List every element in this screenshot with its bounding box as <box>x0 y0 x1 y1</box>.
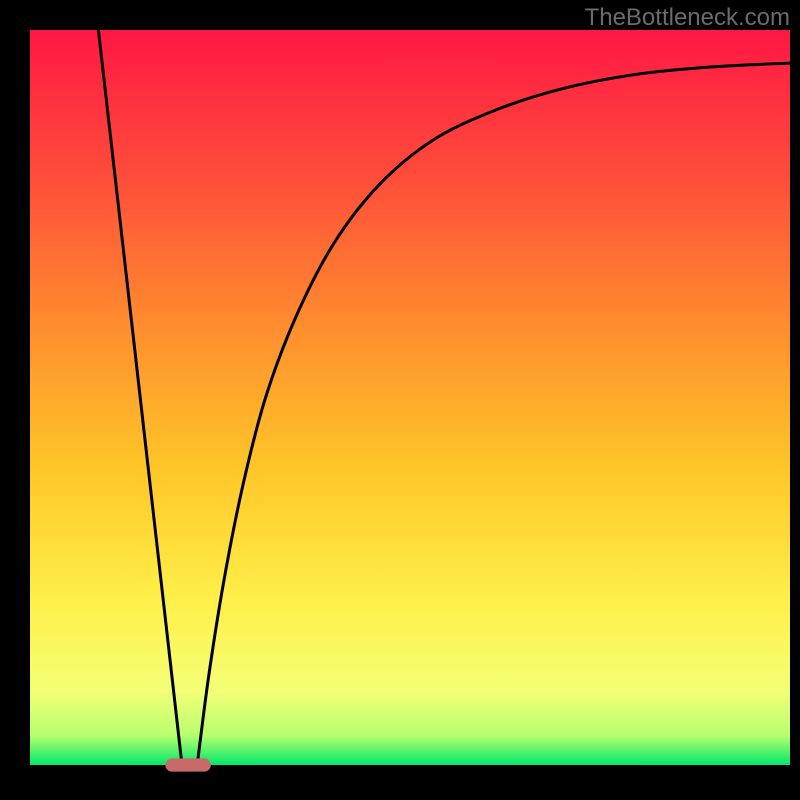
plot-background <box>30 30 790 765</box>
optimum-marker <box>165 758 211 771</box>
attribution-text: TheBottleneck.com <box>585 4 790 32</box>
chart-container: TheBottleneck.com <box>0 0 800 800</box>
bottleneck-chart <box>0 0 800 800</box>
